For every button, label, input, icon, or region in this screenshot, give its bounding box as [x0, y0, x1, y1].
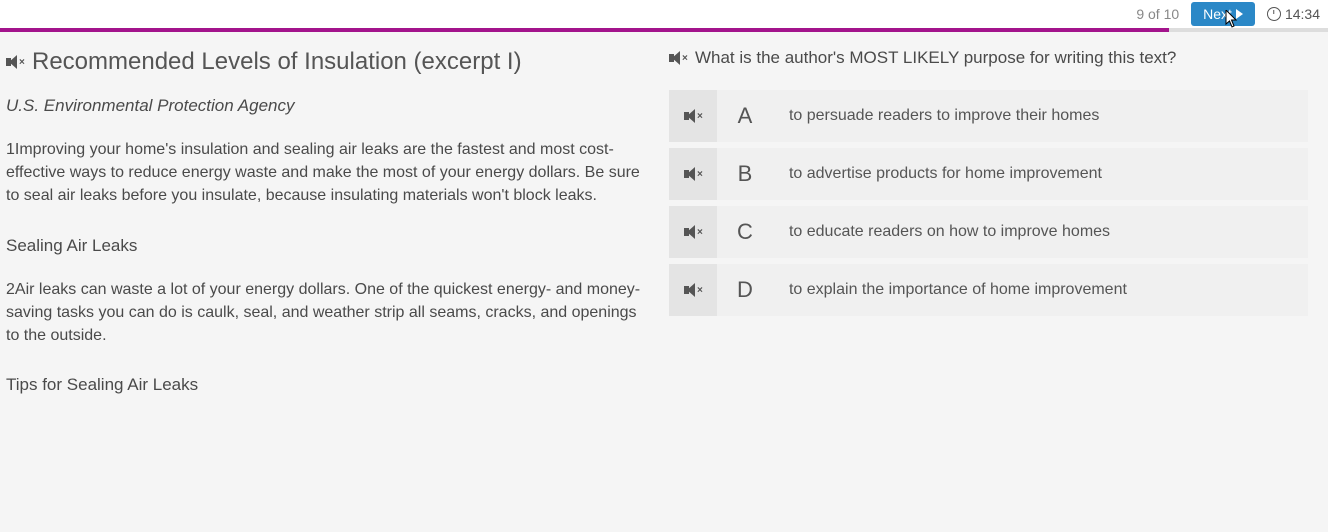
passage-title: Recommended Levels of Insulation (excerp… — [32, 48, 522, 76]
clock-icon — [1267, 7, 1281, 21]
answer-text: to persuade readers to improve their hom… — [773, 90, 1308, 142]
answer-speaker-button[interactable]: × — [669, 148, 717, 200]
answer-choice[interactable]: × D to explain the importance of home im… — [669, 264, 1308, 316]
answer-choice[interactable]: × C to educate readers on how to improve… — [669, 206, 1308, 258]
answer-choice[interactable]: × B to advertise products for home impro… — [669, 148, 1308, 200]
answer-letter: A — [717, 90, 773, 142]
next-button[interactable]: Next — [1191, 2, 1255, 26]
answer-speaker-button[interactable]: × — [669, 206, 717, 258]
answer-letter: C — [717, 206, 773, 258]
question-stem: What is the author's MOST LIKELY purpose… — [695, 48, 1176, 68]
speaker-muted-icon: × — [684, 225, 702, 239]
passage-subhead-2: Tips for Sealing Air Leaks — [6, 375, 649, 395]
timer-value: 14:34 — [1285, 6, 1320, 22]
answer-speaker-button[interactable]: × — [669, 90, 717, 142]
content: × Recommended Levels of Insulation (exce… — [0, 32, 1328, 417]
speaker-muted-icon: × — [684, 109, 702, 123]
question-pane: × What is the author's MOST LIKELY purpo… — [669, 48, 1318, 417]
answer-choice[interactable]: × A to persuade readers to improve their… — [669, 90, 1308, 142]
speaker-muted-icon: × — [684, 283, 702, 297]
answer-text: to explain the importance of home improv… — [773, 264, 1308, 316]
speaker-muted-icon: × — [684, 167, 702, 181]
answer-text: to educate readers on how to improve hom… — [773, 206, 1308, 258]
passage-subhead-1: Sealing Air Leaks — [6, 236, 649, 256]
answer-speaker-button[interactable]: × — [669, 264, 717, 316]
answer-list: × A to persuade readers to improve their… — [669, 90, 1308, 316]
speaker-muted-icon[interactable]: × — [6, 55, 24, 69]
progress-bar — [0, 28, 1328, 32]
passage-para-1: 1Improving your home's insulation and se… — [6, 138, 649, 208]
passage-source: U.S. Environmental Protection Agency — [6, 96, 649, 116]
passage-pane: × Recommended Levels of Insulation (exce… — [0, 48, 649, 417]
next-button-label: Next — [1203, 6, 1232, 22]
answer-text: to advertise products for home improveme… — [773, 148, 1308, 200]
progress-counter: 9 of 10 — [1136, 6, 1179, 22]
progress-fill — [0, 28, 1169, 32]
play-icon — [1236, 9, 1243, 19]
passage-para-2: 2Air leaks can waste a lot of your energ… — [6, 278, 649, 348]
answer-letter: D — [717, 264, 773, 316]
speaker-muted-icon[interactable]: × — [669, 51, 687, 65]
topbar: 9 of 10 Next 14:34 — [0, 0, 1328, 28]
answer-letter: B — [717, 148, 773, 200]
timer: 14:34 — [1267, 6, 1320, 22]
